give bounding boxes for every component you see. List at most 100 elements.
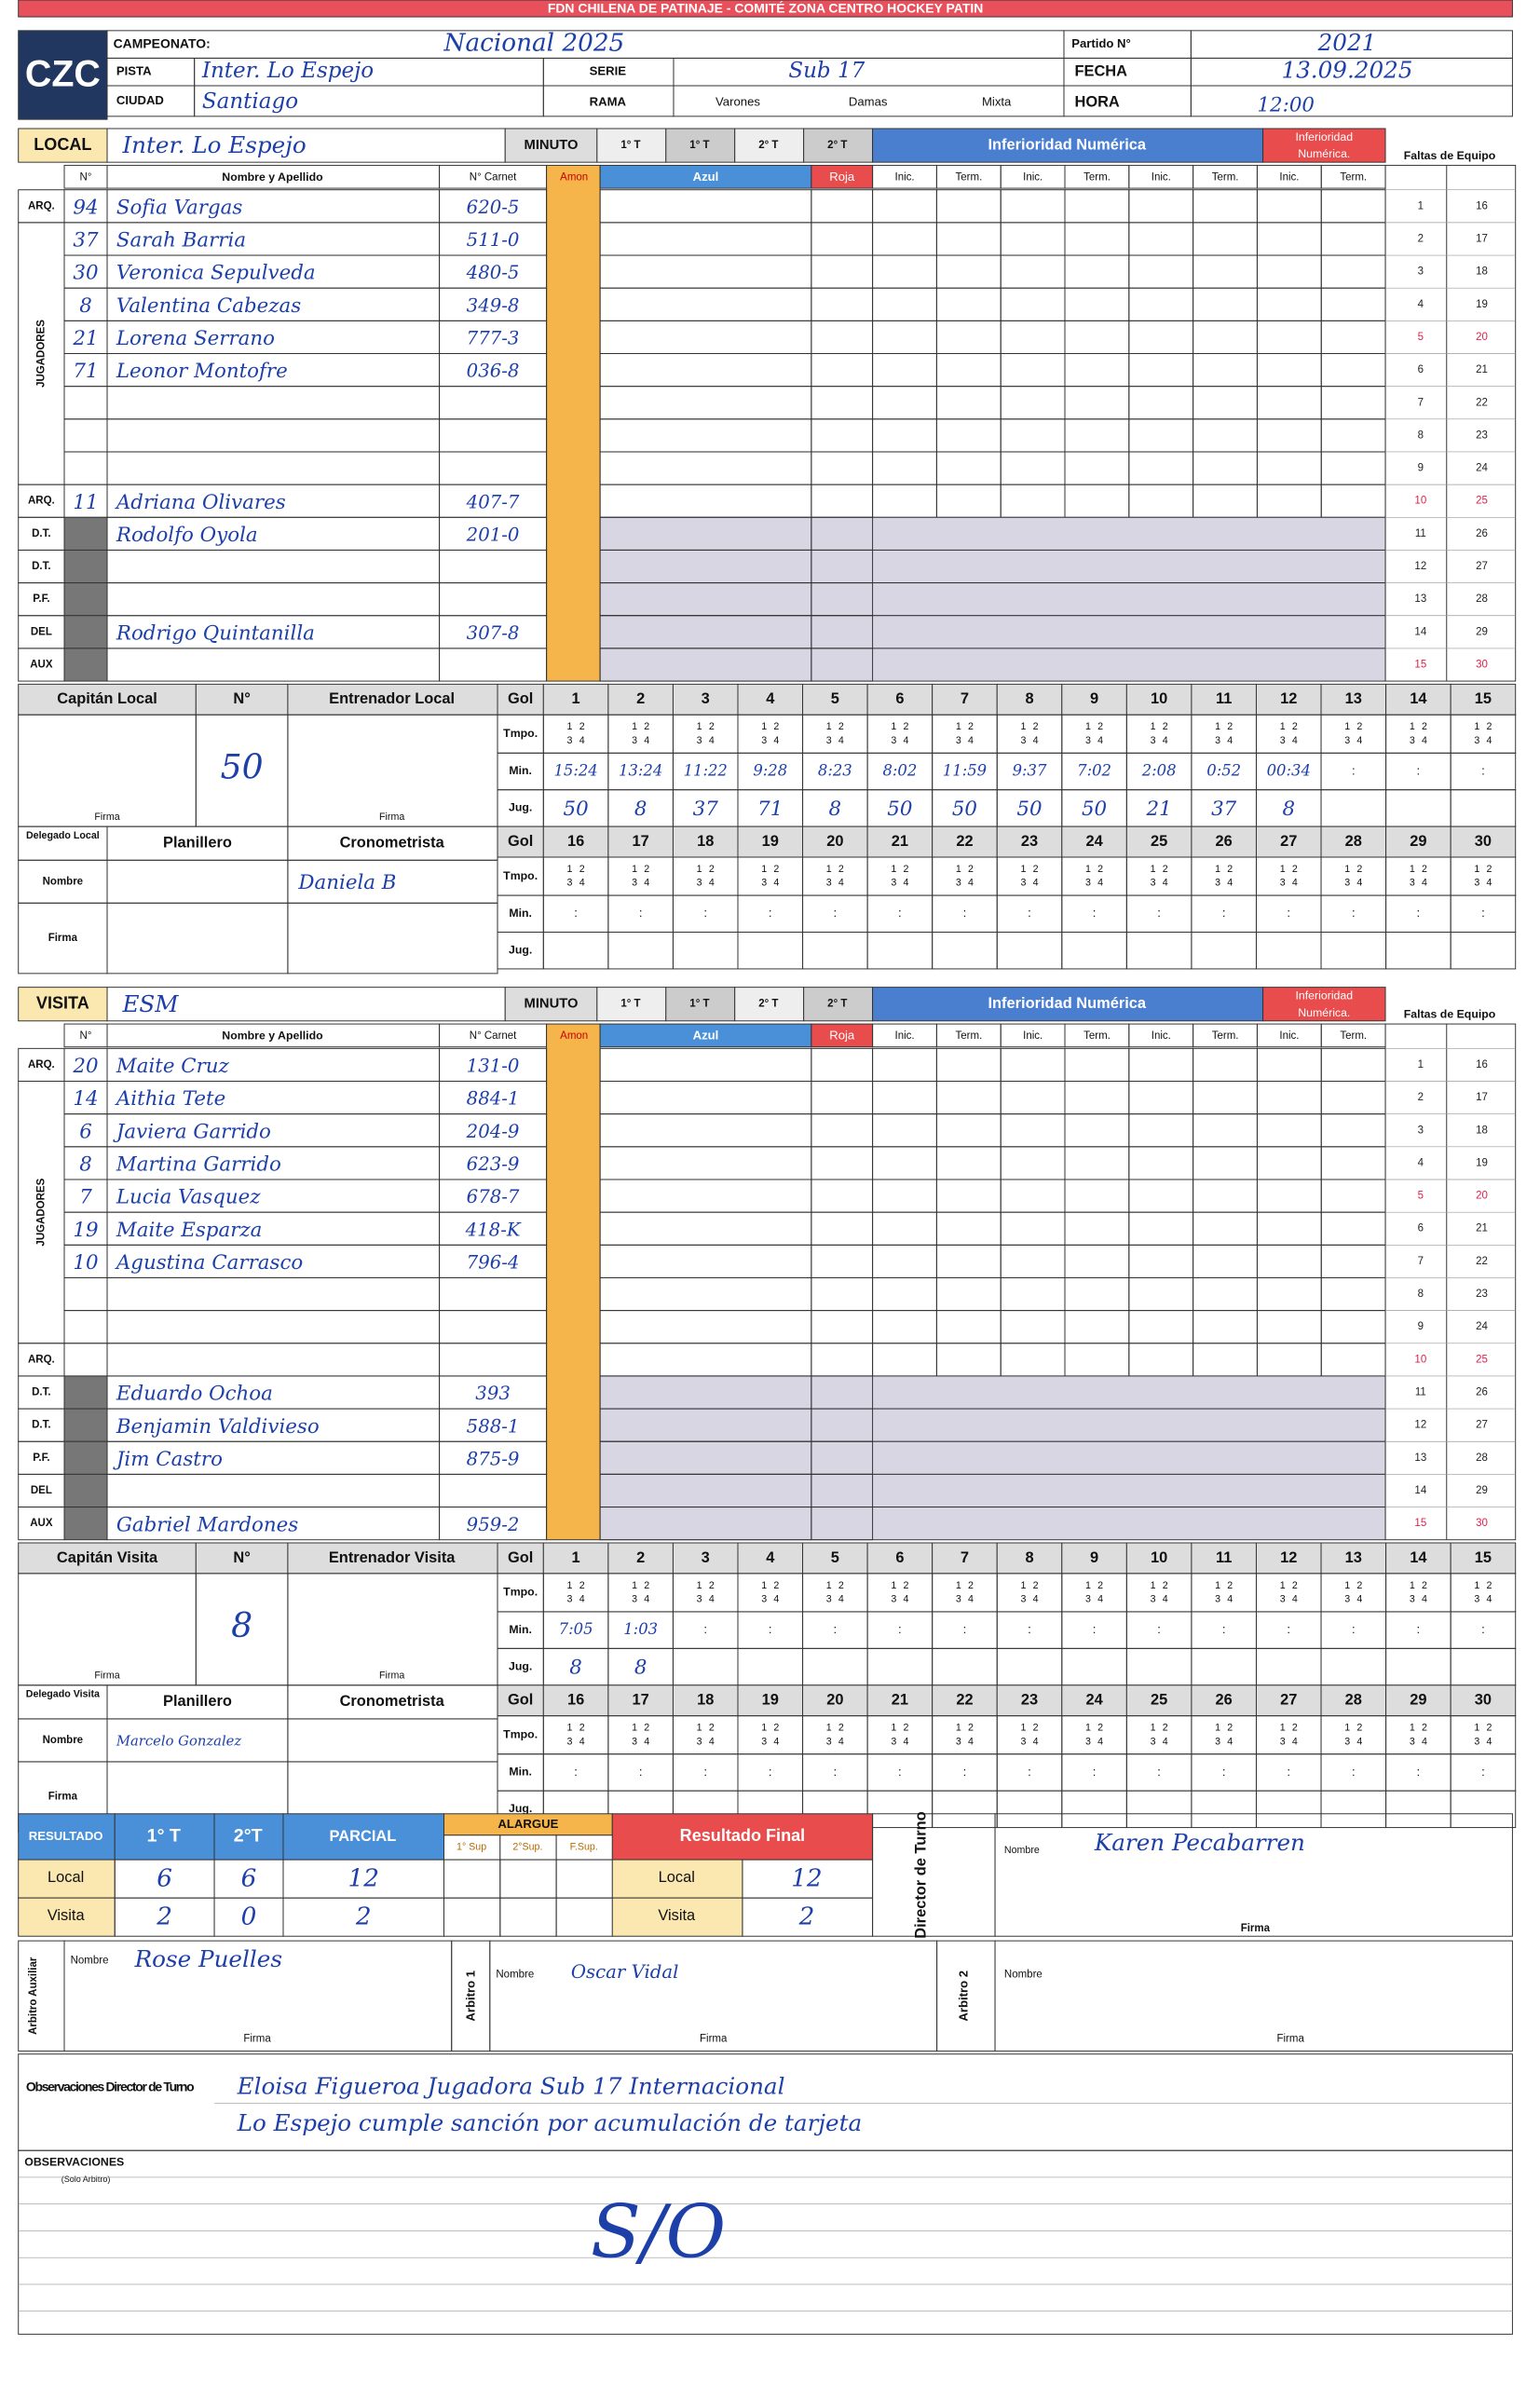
- quarter: 2: [1422, 864, 1427, 875]
- player-carnet: 407-7: [466, 491, 520, 512]
- cell: [1064, 1244, 1130, 1278]
- cell: [672, 856, 739, 896]
- quarter: 2: [579, 864, 585, 875]
- cell: [811, 418, 874, 453]
- cell: [1064, 484, 1130, 518]
- player-number: 10: [73, 1251, 98, 1275]
- logo-text: CZC: [25, 54, 101, 95]
- label: 1° Sup: [457, 1842, 486, 1853]
- partido: 2021: [1317, 29, 1377, 56]
- player-name: Veronica Sepulveda: [116, 262, 316, 285]
- cell: [1061, 1790, 1127, 1829]
- min-separator: :: [1028, 1622, 1031, 1636]
- cell: [872, 418, 937, 453]
- shaded-cell: [599, 1375, 1386, 1410]
- foul-number: 4: [1418, 1157, 1424, 1168]
- quarter: 2: [773, 864, 779, 875]
- quarter: 3: [567, 1594, 573, 1605]
- cell: [1256, 484, 1322, 518]
- foul-number: 10: [1414, 1354, 1426, 1365]
- cell: [872, 320, 937, 354]
- label: Entrenador Visita: [329, 1549, 456, 1566]
- cell: [195, 1542, 289, 1575]
- score: 12: [348, 1864, 379, 1892]
- label: Planillero: [163, 835, 232, 852]
- goal-number: 17: [633, 1692, 649, 1709]
- cell: [1262, 987, 1386, 1022]
- cell: [734, 128, 805, 163]
- cell: [737, 1647, 804, 1686]
- foul-number: 12: [1414, 1420, 1426, 1431]
- player-carnet: 131-0: [467, 1056, 520, 1077]
- cell: [63, 1408, 108, 1442]
- cell: [811, 164, 874, 189]
- cell: [287, 1718, 498, 1763]
- label: ARQ.: [28, 200, 55, 211]
- min-separator: :: [898, 1765, 902, 1779]
- cell: [1385, 1790, 1451, 1829]
- min-separator: :: [574, 906, 578, 920]
- label: Nombre: [43, 1735, 83, 1746]
- goal-number: 12: [1280, 1549, 1297, 1566]
- cell: [935, 1113, 1002, 1148]
- label: Numérica.: [1298, 147, 1350, 160]
- cell: [1320, 451, 1386, 485]
- quarter: 2: [1487, 1723, 1492, 1734]
- cell: [935, 386, 1002, 420]
- cell: [872, 1310, 937, 1344]
- cell: [1192, 222, 1258, 256]
- cell: [106, 859, 289, 904]
- cell: [996, 932, 1063, 970]
- quarter: 4: [838, 878, 844, 889]
- cell: [872, 987, 1264, 1022]
- quarter: 2: [838, 1580, 844, 1591]
- quarter: 1: [1151, 864, 1156, 875]
- label: Tmpo.: [503, 869, 538, 882]
- quarter: 3: [1280, 1594, 1286, 1605]
- quarter: 3: [1474, 735, 1479, 746]
- player-name: Sarah Barria: [116, 229, 246, 252]
- cell: [872, 1146, 937, 1180]
- label: N°: [80, 172, 92, 184]
- quarter: 4: [1292, 735, 1298, 746]
- rama-option: Varones: [715, 95, 760, 109]
- cell: [439, 582, 548, 617]
- quarter: 4: [644, 1594, 649, 1605]
- quarter: 3: [632, 878, 637, 889]
- quarter: 4: [644, 1736, 649, 1747]
- cell: [443, 1859, 501, 1899]
- label: 2°T: [234, 1826, 263, 1847]
- label: Delegado Local: [26, 830, 100, 841]
- cell: [1320, 1573, 1387, 1613]
- player-number: 8: [79, 294, 92, 318]
- quarter: 4: [1356, 878, 1362, 889]
- quarter: 3: [826, 1594, 832, 1605]
- quarter: 4: [709, 1594, 715, 1605]
- cell: [1128, 254, 1194, 289]
- goal-number: 6: [895, 1549, 904, 1566]
- foul-number: 3: [1418, 1125, 1424, 1136]
- player-carnet: 875-9: [467, 1448, 520, 1469]
- label: D.T.: [32, 561, 50, 572]
- quarter: 1: [1020, 1580, 1026, 1591]
- foul-number: 22: [1476, 1256, 1488, 1267]
- label: Firma: [1241, 1923, 1271, 1934]
- cell: [935, 1081, 1002, 1115]
- min-separator: :: [703, 1765, 707, 1779]
- quarter: 3: [1280, 878, 1286, 889]
- cell: [872, 189, 937, 224]
- min-separator: :: [1417, 1622, 1421, 1636]
- cell: [1000, 1146, 1066, 1180]
- cell: [1061, 1647, 1127, 1686]
- cell: [287, 902, 498, 975]
- quarter: 4: [1163, 735, 1168, 746]
- goal-minute: 7:05: [559, 1620, 593, 1638]
- cell: [1064, 1276, 1130, 1312]
- quarter: 3: [1410, 878, 1415, 889]
- goal-minute: 7:02: [1077, 762, 1111, 780]
- cell: [63, 615, 108, 649]
- min-separator: :: [1481, 763, 1485, 777]
- cell: [811, 222, 874, 256]
- cell: [1125, 714, 1192, 754]
- cell: [1191, 1542, 1257, 1575]
